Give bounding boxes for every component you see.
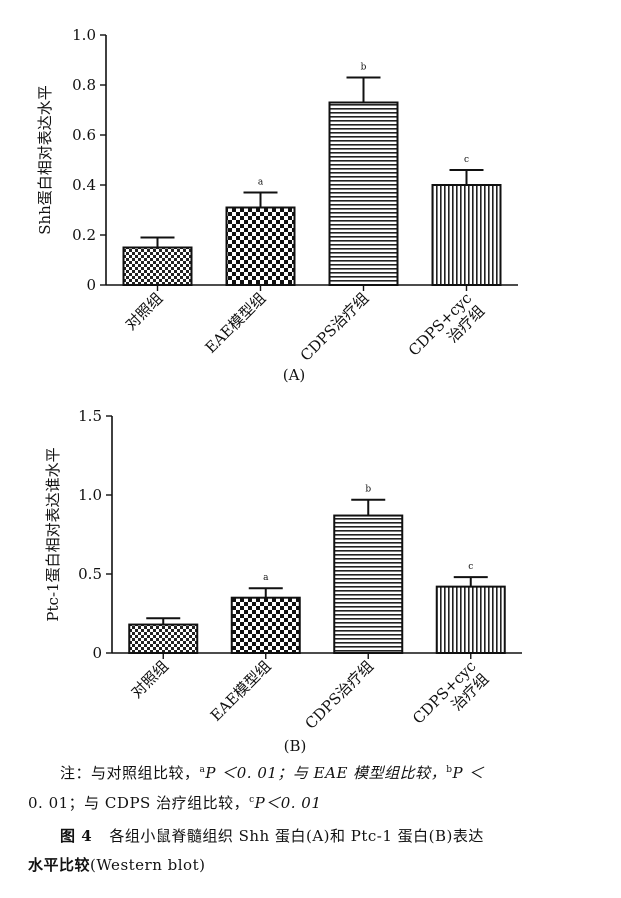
x-tick-label-group: 对照组	[128, 657, 173, 702]
caption-note-line-2: 0. 01；与 CDPS 治疗组比较，cP＜0. 01	[28, 794, 322, 812]
y-tick-label: 1.0	[78, 486, 102, 504]
bar	[431, 184, 502, 286]
caption-note-line-1: 注：与对照组比较，aP ＜0. 01；与 EAE 模型组比较，bP ＜	[60, 764, 484, 782]
y-tick-label: 0.5	[78, 565, 102, 583]
significance-label: b	[365, 485, 371, 495]
y-tick-label: 1.5	[78, 407, 102, 425]
bar	[333, 514, 404, 655]
y-tick-label: 0.8	[72, 76, 96, 94]
significance-label: c	[468, 562, 473, 572]
y-tick-label: 1.0	[72, 26, 96, 44]
x-tick-label-group: EAE模型组	[207, 657, 275, 725]
x-tick-label-group: EAE模型组	[202, 289, 270, 357]
x-tick-label: CDPS治疗组	[302, 657, 378, 733]
figure-title-line-1: 图 4 各组小鼠脊髓组织 Shh 蛋白(A)和 Ptc-1 蛋白(B)表达	[60, 827, 484, 845]
x-tick-label: 对照组	[128, 657, 173, 702]
x-tick-label-group: CDPS治疗组	[302, 657, 378, 733]
significance-label: c	[464, 155, 469, 165]
bar	[225, 206, 296, 286]
y-tick-label: 0	[86, 276, 96, 294]
significance-label: a	[258, 178, 264, 188]
y-tick-label: 0.4	[72, 176, 96, 194]
panel-label: (A)	[283, 366, 306, 384]
x-tick-label: EAE模型组	[207, 657, 275, 725]
x-tick-label: 对照组	[122, 289, 167, 334]
bar	[128, 623, 199, 654]
x-tick-label: EAE模型组	[202, 289, 270, 357]
figure-title-line-2: 水平比较(Western blot)	[28, 856, 206, 874]
panel-label: (B)	[284, 737, 307, 755]
bar	[435, 585, 506, 654]
bar	[122, 246, 193, 286]
y-axis-label: Ptc-1蛋白相对表达谁水平	[44, 447, 62, 621]
bar	[328, 101, 399, 286]
x-tick-label-group: CDPS治疗组	[297, 289, 373, 365]
x-tick-label-group: 对照组	[122, 289, 167, 334]
y-tick-label: 0.2	[72, 226, 96, 244]
x-tick-label: CDPS治疗组	[297, 289, 373, 365]
y-tick-label: 0	[92, 644, 102, 662]
bar	[230, 596, 301, 654]
significance-label: a	[263, 573, 269, 583]
y-tick-label: 0.6	[72, 126, 96, 144]
significance-label: b	[361, 63, 367, 73]
y-axis-label: Shh蛋白相对表达水平	[36, 85, 54, 235]
